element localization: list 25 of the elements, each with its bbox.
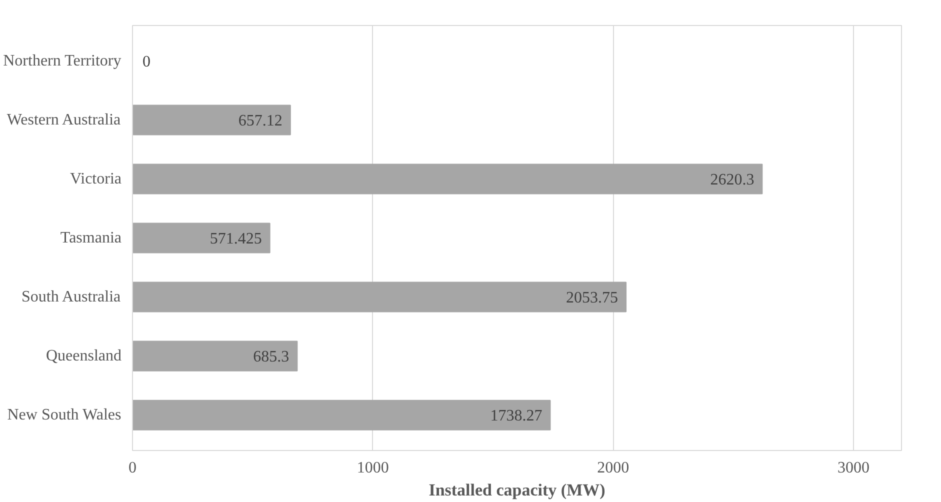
data-label: 2620.3 bbox=[710, 171, 754, 188]
y-tick-label: Victoria bbox=[70, 170, 122, 188]
x-tick-label: 1000 bbox=[356, 460, 389, 476]
data-label: 571.425 bbox=[210, 230, 262, 248]
data-label: 657.12 bbox=[238, 112, 282, 130]
bar bbox=[132, 104, 291, 136]
bar bbox=[132, 222, 270, 254]
x-tick-label: 0 bbox=[128, 460, 136, 476]
data-label: 1738.27 bbox=[490, 408, 542, 425]
data-label: 2053.75 bbox=[566, 290, 618, 307]
y-tick-label: Queensland bbox=[46, 348, 122, 365]
data-label: 0 bbox=[142, 53, 150, 70]
bar bbox=[132, 340, 298, 372]
bar bbox=[132, 164, 763, 194]
y-tick-label: South Australia bbox=[22, 288, 121, 306]
x-axis-title: Installed capacity (MW) bbox=[428, 480, 606, 500]
data-label: 685.3 bbox=[253, 348, 290, 366]
y-tick-label: Western Australia bbox=[6, 111, 121, 128]
bar bbox=[132, 282, 627, 312]
bar bbox=[132, 400, 551, 430]
y-tick-label: Tasmania bbox=[60, 230, 122, 246]
x-tick-label: 3000 bbox=[837, 460, 870, 476]
x-tick-label: 2000 bbox=[597, 460, 630, 476]
y-tick-label: Northern Territory bbox=[3, 52, 122, 70]
y-tick-label: New South Wales bbox=[7, 406, 122, 424]
